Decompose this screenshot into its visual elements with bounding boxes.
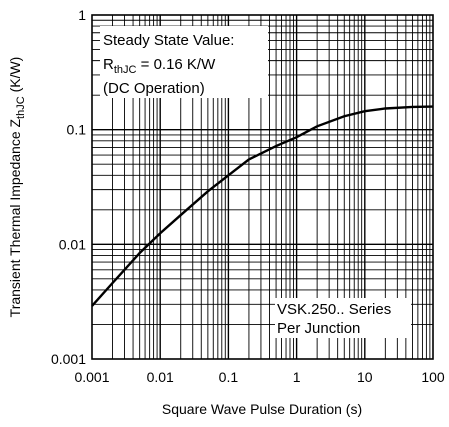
x-tick-label: 1 [293, 369, 301, 385]
y-tick-label: 0.001 [51, 351, 86, 367]
steady-state-line1: Steady State Value: [103, 32, 234, 49]
y-tick-labels: 1 0.1 0.01 0.001 [51, 7, 86, 367]
y-axis-label-sub: thJC [15, 96, 27, 119]
x-tick-label: 100 [421, 369, 445, 385]
r-value: = 0.16 K/W [136, 56, 216, 73]
x-tick-label: 0.001 [74, 369, 109, 385]
y-tick-label: 0.1 [67, 122, 87, 138]
y-axis-label-main: Transient Thermal Impedance Z [7, 118, 23, 317]
y-tick-label: 0.01 [59, 236, 86, 252]
series-label-line1: VSK.250.. Series [277, 301, 391, 318]
r-subscript: thJC [114, 64, 137, 76]
steady-state-line3: (DC Operation) [103, 80, 205, 97]
x-tick-label: 10 [357, 369, 373, 385]
series-label-line2: Per Junction [277, 320, 360, 337]
y-axis-label-unit: (K/W) [7, 57, 23, 97]
x-axis-label: Square Wave Pulse Duration (s) [162, 401, 362, 417]
x-tick-label: 0.1 [219, 369, 239, 385]
x-tick-label: 0.01 [147, 369, 174, 385]
r-symbol: R [103, 56, 114, 73]
y-axis-label: Transient Thermal Impedance ZthJC (K/W) [7, 57, 27, 318]
y-tick-label: 1 [78, 7, 86, 23]
x-tick-labels: 0.001 0.01 0.1 1 10 100 [74, 369, 444, 385]
